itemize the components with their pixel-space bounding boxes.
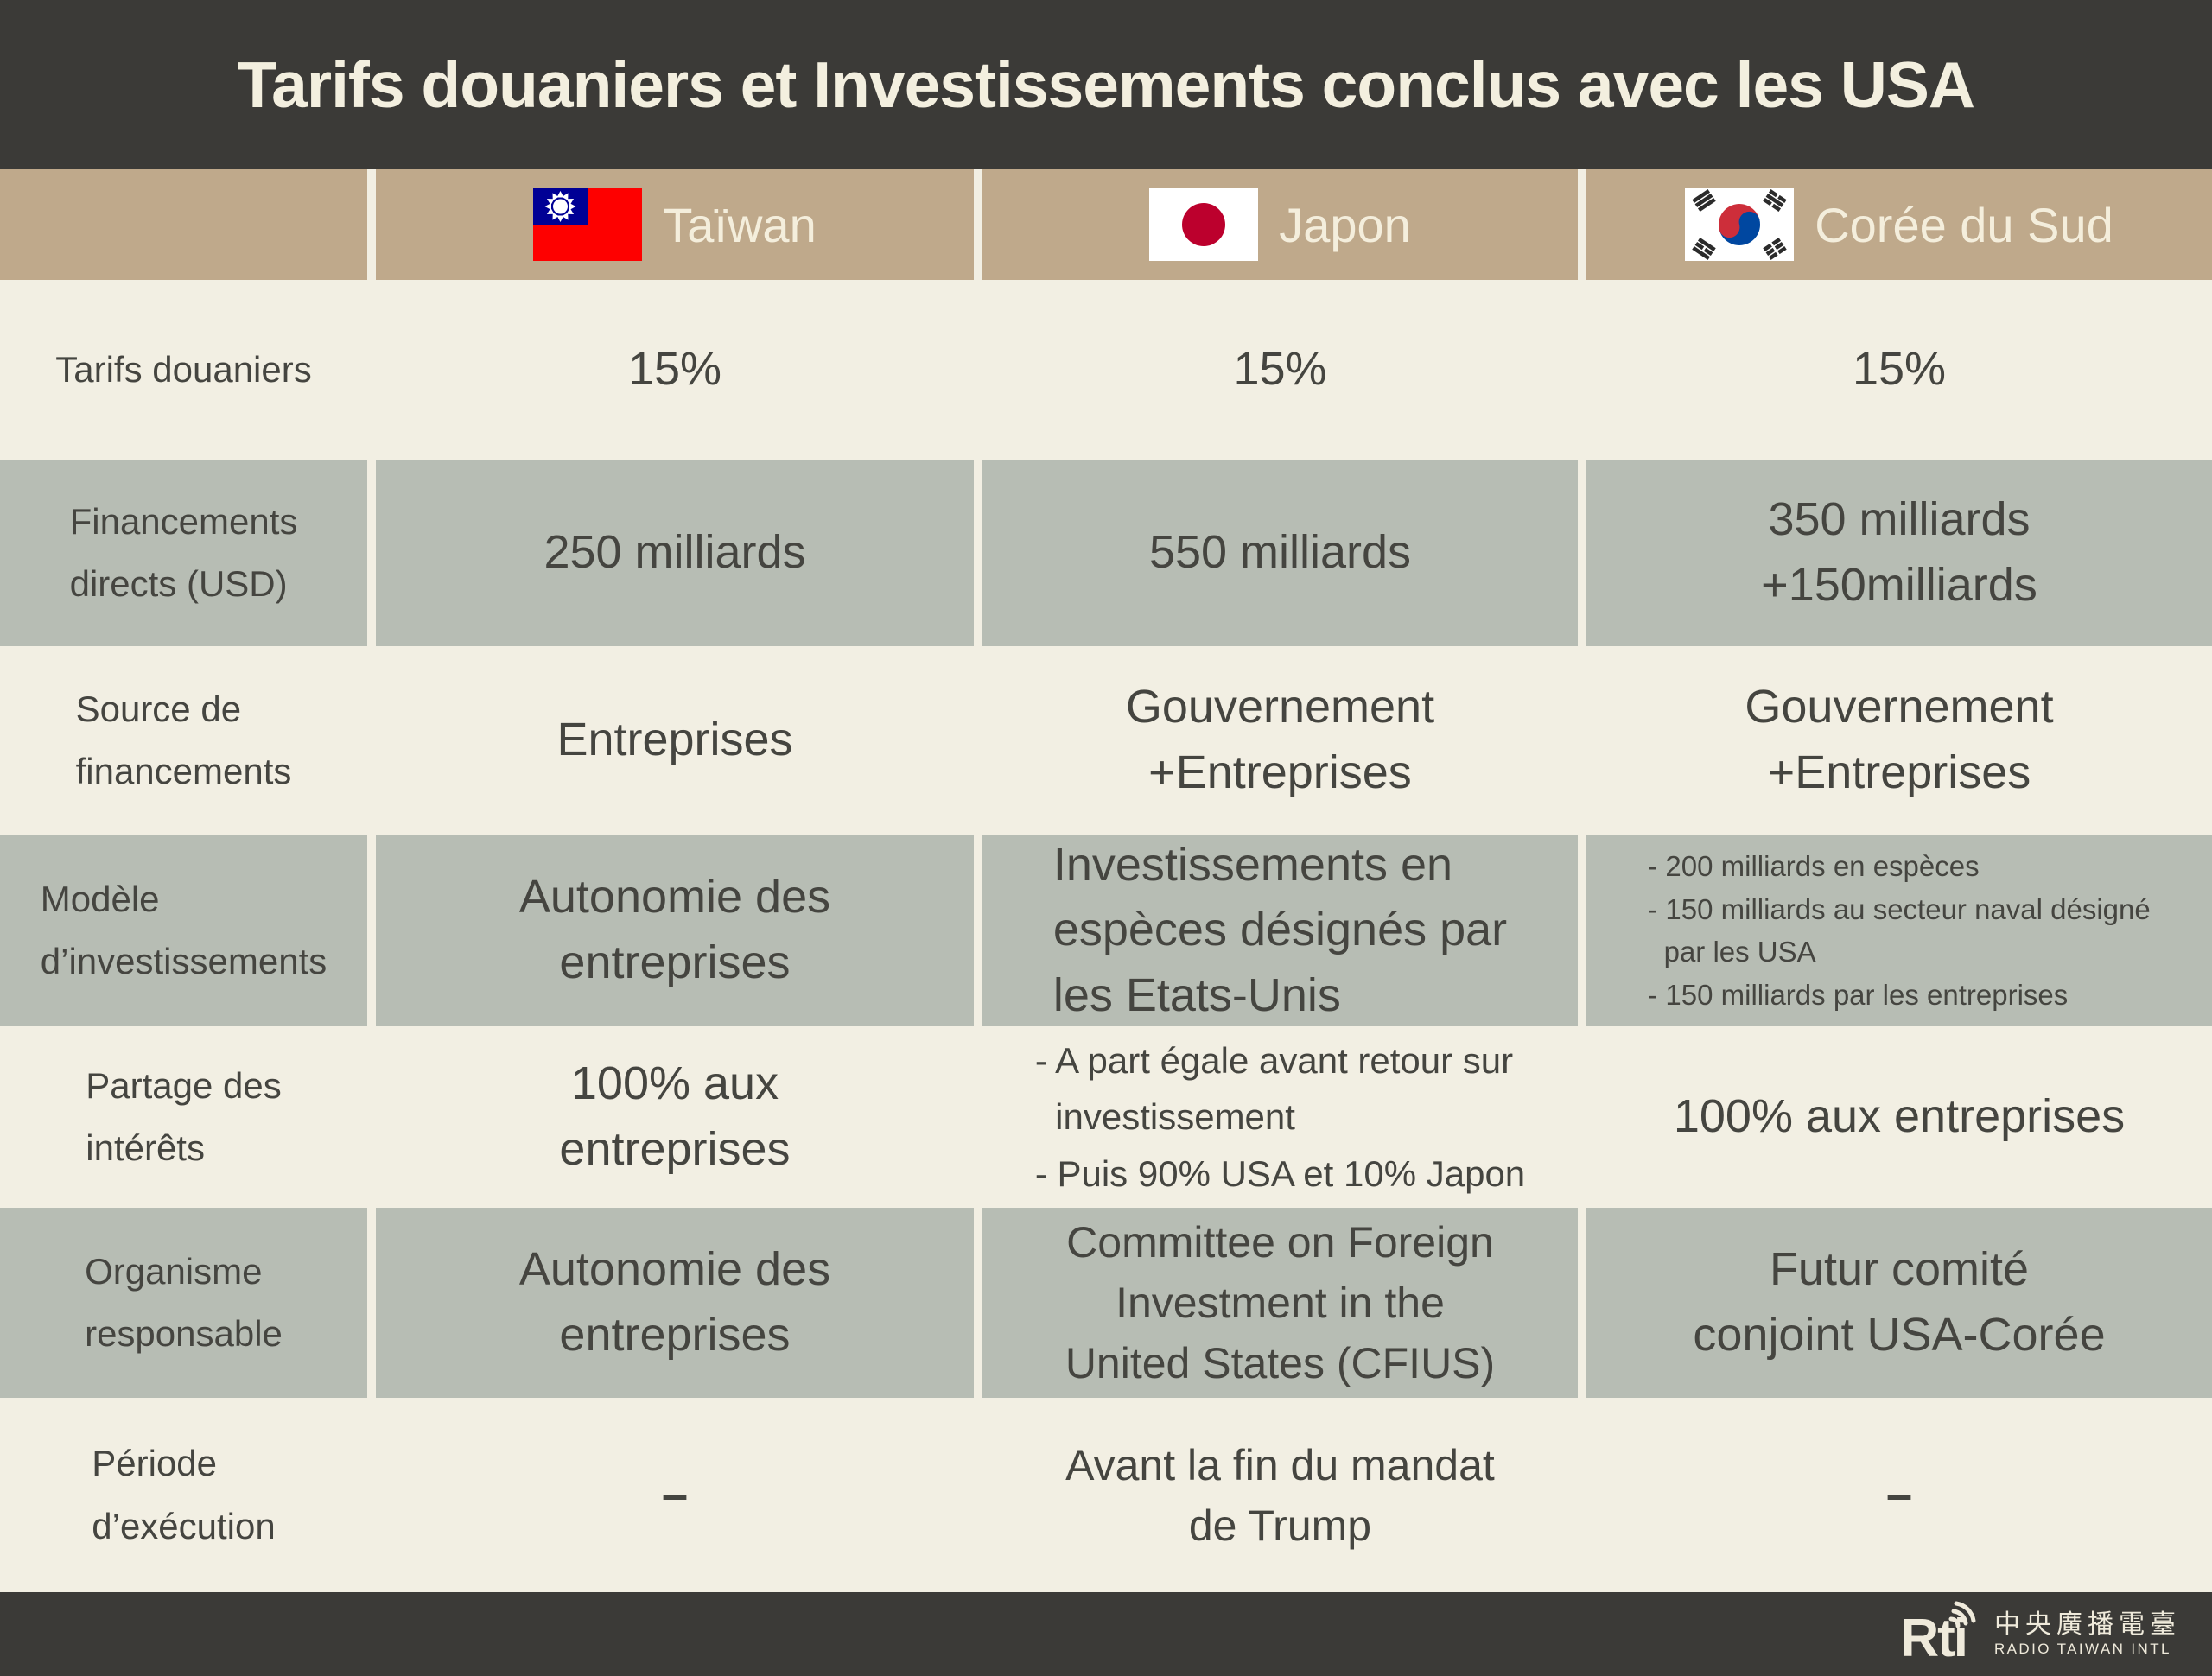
table-row-modele: Modèle d’investissements Autonomie des e… [0, 835, 2212, 1026]
header-label-taiwan: Taïwan [663, 197, 817, 252]
table-row-partage: Partage des intérêts 100% aux entreprise… [0, 1026, 2212, 1208]
row-label-financements: Financements directs (USD) [0, 460, 367, 646]
cell-financements-coree: 350 milliards +150milliards [1586, 460, 2212, 646]
cell-organisme-japon: Committee on Foreign Investment in the U… [982, 1208, 1578, 1398]
cell-source-japon: Gouvernement +Entreprises [982, 646, 1578, 835]
row-label-organisme: Organisme responsable [0, 1208, 367, 1398]
header-empty-cell [0, 169, 367, 280]
cell-tarifs-coree: 15% [1586, 280, 2212, 460]
cell-partage-japon: - A part égale avant retour sur investis… [982, 1026, 1578, 1208]
footer-bar: Rti 中央廣播電臺 RADIO TAIWAN INTL [0, 1592, 2212, 1676]
header-cell-japon: Japon [982, 169, 1578, 280]
page-title: Tarifs douaniers et Investissements conc… [237, 48, 1975, 121]
cell-organisme-coree: Futur comité conjoint USA-Corée [1586, 1208, 2212, 1398]
rti-logo-captions: 中央廣播電臺 RADIO TAIWAN INTL [1994, 1610, 2181, 1658]
title-bar: Tarifs douaniers et Investissements conc… [0, 0, 2212, 169]
cell-modele-japon: Investissements en espèces désignés par … [982, 835, 1578, 1026]
cell-source-coree: Gouvernement +Entreprises [1586, 646, 2212, 835]
header-label-coree: Corée du Sud [1815, 197, 2113, 252]
table-row-tarifs: Tarifs douaniers 15% 15% 15% [0, 280, 2212, 460]
cell-partage-coree: 100% aux entreprises [1586, 1026, 2212, 1208]
header-label-japon: Japon [1279, 197, 1411, 252]
rti-logo-chinese: 中央廣播電臺 [1994, 1610, 2181, 1640]
cell-tarifs-taiwan: 15% [376, 280, 974, 460]
rti-logo-subtitle: RADIO TAIWAN INTL [1994, 1640, 2171, 1657]
row-label-tarifs: Tarifs douaniers [0, 280, 367, 460]
cell-tarifs-japon: 15% [982, 280, 1578, 460]
cell-modele-coree: - 200 milliards en espèces - 150 milliar… [1586, 835, 2212, 1026]
cell-partage-taiwan: 100% aux entreprises [376, 1026, 974, 1208]
cell-modele-taiwan: Autonomie des entreprises [376, 835, 974, 1026]
table-row-source: Source de financements Entreprises Gouve… [0, 646, 2212, 835]
row-label-modele: Modèle d’investissements [0, 835, 367, 1026]
cell-periode-coree: – [1586, 1398, 2212, 1592]
header-cell-taiwan: Taïwan [376, 169, 974, 280]
rti-logo: Rti 中央廣播電臺 RADIO TAIWAN INTL [1900, 1601, 2181, 1666]
table-row-periode: Période d’exécution – Avant la fin du ma… [0, 1398, 2212, 1592]
row-label-partage: Partage des intérêts [0, 1026, 367, 1208]
south-korea-flag-icon [1685, 188, 1795, 261]
cell-financements-japon: 550 milliards [982, 460, 1578, 646]
row-label-periode: Période d’exécution [0, 1398, 367, 1592]
cell-organisme-taiwan: Autonomie des entreprises [376, 1208, 974, 1398]
cell-periode-japon: Avant la fin du mandat de Trump [982, 1398, 1578, 1592]
header-cell-coree: Corée du Sud [1586, 169, 2212, 280]
table-row-organisme: Organisme responsable Autonomie des entr… [0, 1208, 2212, 1398]
japan-flag-icon [1149, 188, 1259, 261]
cell-financements-taiwan: 250 milliards [376, 460, 974, 646]
rti-logo-wordmark: Rti [1900, 1601, 1979, 1666]
cell-source-taiwan: Entreprises [376, 646, 974, 835]
table-header-row: Taïwan Japon [0, 169, 2212, 280]
cell-periode-taiwan: – [376, 1398, 974, 1592]
table-row-financements: Financements directs (USD) 250 milliards… [0, 460, 2212, 646]
radio-waves-icon [1948, 1601, 1976, 1628]
row-label-source: Source de financements [0, 646, 367, 835]
taiwan-flag-icon [533, 188, 643, 261]
